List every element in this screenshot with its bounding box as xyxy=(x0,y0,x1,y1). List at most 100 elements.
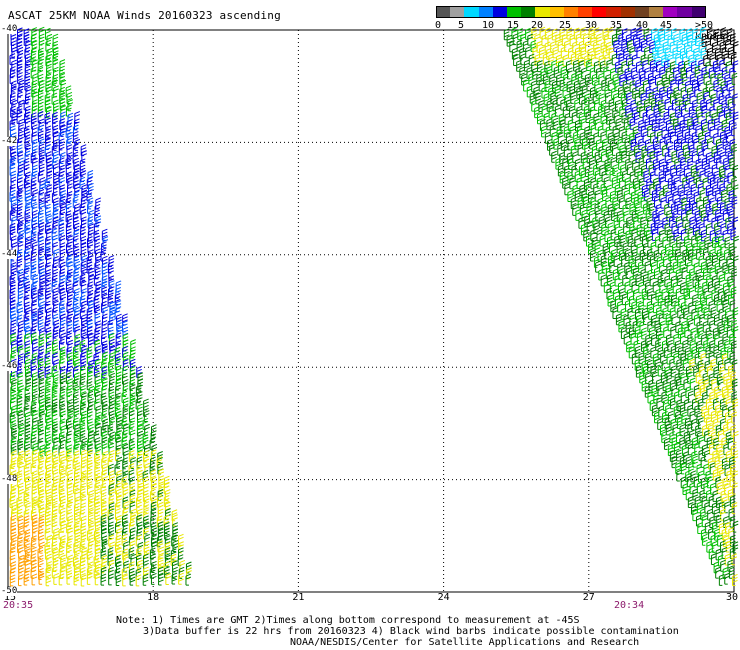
wind-barb xyxy=(661,125,668,138)
wind-barb xyxy=(24,72,31,85)
wind-barb xyxy=(73,502,80,515)
wind-barb xyxy=(122,320,128,333)
wind-barb xyxy=(714,293,720,306)
wind-barb xyxy=(32,73,38,86)
wind-barb xyxy=(163,522,170,535)
wind-barb xyxy=(638,177,645,190)
wind-barb xyxy=(30,33,37,46)
wind-barb xyxy=(24,46,31,59)
wind-barb xyxy=(640,216,646,229)
wind-barb xyxy=(647,52,654,65)
wind-barb xyxy=(38,345,45,358)
wind-barb xyxy=(638,260,644,273)
wind-barb xyxy=(87,281,94,294)
wind-barb xyxy=(581,137,588,150)
wind-barb xyxy=(86,346,93,359)
wind-barb xyxy=(37,124,44,137)
wind-barb xyxy=(24,60,31,73)
wind-barb xyxy=(698,59,704,72)
wind-barb xyxy=(673,442,680,455)
wind-barb xyxy=(72,131,79,144)
wind-barb xyxy=(52,221,58,234)
wind-barb xyxy=(605,267,612,280)
wind-barb xyxy=(137,482,144,495)
wind-barb xyxy=(116,561,122,574)
wind-barb xyxy=(677,112,684,125)
wind-barb xyxy=(100,249,107,262)
wind-barb xyxy=(705,184,712,197)
wind-barb xyxy=(617,138,624,151)
wind-barb xyxy=(602,242,609,255)
wind-barb xyxy=(552,46,559,59)
wind-barb xyxy=(86,547,93,560)
wind-barb xyxy=(37,73,44,86)
wind-barb xyxy=(24,358,31,371)
wind-barb xyxy=(39,444,46,457)
wind-barb xyxy=(653,144,660,157)
wind-barb xyxy=(566,80,573,93)
wind-barb xyxy=(669,255,676,268)
wind-barb xyxy=(37,170,44,183)
wind-barb xyxy=(688,286,695,299)
wind-barb xyxy=(172,522,178,535)
wind-barb xyxy=(731,320,737,332)
wind-barb xyxy=(38,39,45,52)
wind-barb xyxy=(53,99,59,112)
wind-barb xyxy=(46,553,52,566)
wind-barb xyxy=(116,527,122,540)
wind-barb xyxy=(638,67,645,80)
wind-barb xyxy=(81,300,87,313)
wind-barb xyxy=(605,216,611,229)
wind-barb xyxy=(115,534,122,547)
wind-barb xyxy=(73,313,79,326)
wind-barb xyxy=(136,424,143,437)
wind-barb xyxy=(727,151,734,164)
wind-barb xyxy=(670,79,677,92)
wind-barb xyxy=(673,228,680,241)
wind-barb xyxy=(716,481,723,494)
wind-barb xyxy=(696,196,702,209)
wind-barb xyxy=(129,489,136,502)
wind-barb xyxy=(94,306,101,319)
wind-barb xyxy=(16,34,23,47)
colorbar-label: 35 xyxy=(609,20,623,31)
wind-barb xyxy=(81,437,88,450)
wind-barb xyxy=(101,255,108,268)
wind-barb xyxy=(720,346,727,359)
wind-barb xyxy=(114,293,121,306)
wind-barb xyxy=(687,496,694,509)
wind-barb xyxy=(30,540,37,553)
wind-barb xyxy=(59,567,66,579)
wind-barb xyxy=(114,397,121,410)
wind-barb xyxy=(566,151,573,164)
wind-barb xyxy=(630,99,637,112)
wind-barb xyxy=(540,67,547,80)
wind-barb xyxy=(52,345,59,358)
wind-barb xyxy=(666,229,673,242)
wind-barb xyxy=(670,365,677,378)
wind-barb xyxy=(66,300,73,313)
wind-barb xyxy=(671,202,677,215)
wind-barb xyxy=(53,171,59,184)
wind-barb xyxy=(625,143,632,156)
wind-barb xyxy=(706,333,713,346)
wind-barb xyxy=(102,540,108,553)
wind-barb xyxy=(732,307,739,320)
wind-barb xyxy=(137,410,143,423)
wind-barb xyxy=(59,489,65,502)
wind-barb xyxy=(636,100,643,112)
wind-barb xyxy=(544,131,551,144)
wind-barb xyxy=(595,86,602,99)
wind-barb xyxy=(695,124,702,137)
wind-barb xyxy=(594,98,600,111)
wind-barb xyxy=(30,267,37,280)
longitude-label: 27 xyxy=(582,592,595,603)
wind-barb xyxy=(11,99,17,112)
wind-barb xyxy=(72,124,79,137)
wind-barb xyxy=(87,170,94,182)
wind-barb xyxy=(698,470,704,483)
wind-barb xyxy=(526,85,533,98)
wind-barb xyxy=(674,300,681,313)
wind-barb xyxy=(45,475,52,488)
wind-barb xyxy=(686,46,692,59)
